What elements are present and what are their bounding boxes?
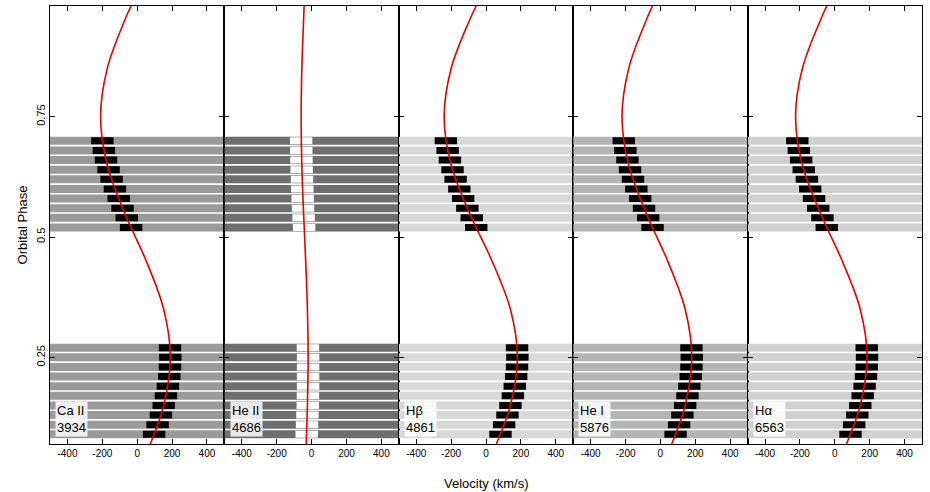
svg-text:0.5: 0.5: [35, 228, 47, 243]
svg-text:400: 400: [199, 448, 216, 459]
svg-text:400: 400: [722, 448, 739, 459]
svg-text:Hα6563: Hα6563: [755, 403, 784, 435]
svg-text:-200: -200: [616, 448, 636, 459]
svg-text:200: 200: [687, 448, 704, 459]
svg-text:400: 400: [547, 448, 564, 459]
svg-text:0: 0: [832, 448, 838, 459]
svg-text:0: 0: [483, 448, 489, 459]
svg-text:-400: -400: [232, 448, 252, 459]
svg-text:Velocity (km/s): Velocity (km/s): [444, 476, 529, 491]
svg-text:Hβ4861: Hβ4861: [406, 403, 435, 435]
svg-text:200: 200: [338, 448, 355, 459]
svg-text:200: 200: [513, 448, 530, 459]
svg-text:-400: -400: [581, 448, 601, 459]
svg-text:Ca II3934: Ca II3934: [57, 403, 86, 435]
svg-text:-400: -400: [755, 448, 775, 459]
svg-text:-200: -200: [441, 448, 461, 459]
svg-text:200: 200: [861, 448, 878, 459]
svg-text:-200: -200: [92, 448, 112, 459]
svg-text:-400: -400: [406, 448, 426, 459]
svg-text:0.75: 0.75: [35, 104, 47, 125]
svg-text:He I5876: He I5876: [580, 403, 609, 435]
svg-text:0.25: 0.25: [35, 345, 47, 366]
svg-text:He II4686: He II4686: [232, 403, 261, 435]
svg-text:400: 400: [896, 448, 913, 459]
svg-text:-400: -400: [57, 448, 77, 459]
svg-text:400: 400: [373, 448, 390, 459]
svg-text:-200: -200: [267, 448, 287, 459]
svg-text:0: 0: [658, 448, 664, 459]
svg-text:Orbital Phase: Orbital Phase: [15, 186, 30, 265]
svg-text:0: 0: [134, 448, 140, 459]
svg-text:0: 0: [309, 448, 315, 459]
svg-text:200: 200: [164, 448, 181, 459]
svg-text:-200: -200: [790, 448, 810, 459]
